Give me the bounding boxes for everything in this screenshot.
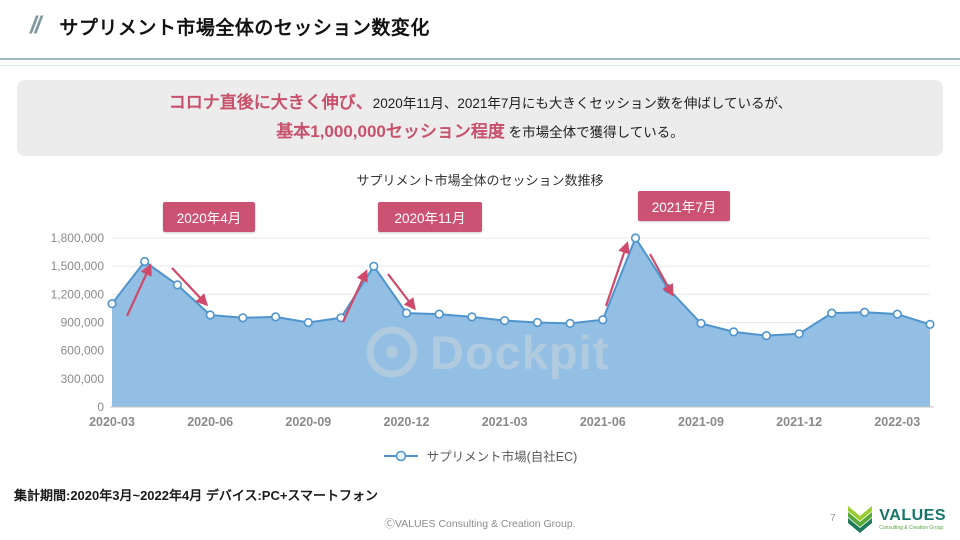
summary-line-1: コロナ直後に大きく伸び、2020年11月、2021年7月にも大きくセッション数を… xyxy=(169,91,791,116)
legend-marker-icon xyxy=(383,450,418,461)
watermark-text: Dockpit xyxy=(430,326,609,379)
values-logo-name: VALUES xyxy=(879,506,946,524)
summary-box: コロナ直後に大きく伸び、2020年11月、2021年7月にも大きくセッション数を… xyxy=(17,80,943,156)
svg-text:600,000: 600,000 xyxy=(61,344,105,358)
svg-text:1,200,000: 1,200,000 xyxy=(51,287,105,301)
svg-text:2021-09: 2021-09 xyxy=(678,415,724,429)
header-divider xyxy=(0,58,960,66)
annotation-2021-07: 2021年7月 xyxy=(638,191,730,221)
summary-line-1-rest: 2020年11月、2021年7月にも大きくセッション数を伸ばしているが、 xyxy=(372,96,792,112)
annotation-2020-11: 2020年11月 xyxy=(378,202,482,232)
svg-text:2022-03: 2022-03 xyxy=(874,415,920,429)
svg-text:2020-03: 2020-03 xyxy=(89,415,135,429)
svg-text:2021-06: 2021-06 xyxy=(580,415,626,429)
summary-line-1-emphasis: コロナ直後に大きく伸び、 xyxy=(168,93,373,113)
data-period-note: 集計期間:2020年3月~2022年4月 デバイス:PC+スマートフォン xyxy=(14,488,379,503)
svg-text:1,500,000: 1,500,000 xyxy=(51,259,105,273)
svg-text:2020-09: 2020-09 xyxy=(285,415,331,429)
summary-line-2-rest: を市場全体で獲得している。 xyxy=(504,125,684,140)
svg-text:300,000: 300,000 xyxy=(61,372,105,386)
svg-text:2021-12: 2021-12 xyxy=(776,415,822,429)
svg-text:0: 0 xyxy=(97,400,104,414)
header: // サプリメント市場全体のセッション数変化 xyxy=(30,12,430,40)
summary-line-2: 基本1,000,000セッション程度 を市場全体で獲得している。 xyxy=(276,120,684,145)
chart-legend: サプリメント市場(自社EC) xyxy=(0,446,960,465)
annotation-2020-04: 2020年4月 xyxy=(163,202,255,232)
legend-label: サプリメント市場(自社EC) xyxy=(426,450,578,464)
page-title: サプリメント市場全体のセッション数変化 xyxy=(59,17,430,39)
svg-text:900,000: 900,000 xyxy=(61,316,105,330)
page-number: 7 xyxy=(830,513,836,524)
svg-text:2020-12: 2020-12 xyxy=(384,415,430,429)
header-slashes-icon: // xyxy=(30,12,41,39)
svg-text:2020-06: 2020-06 xyxy=(187,415,233,429)
values-logo-icon xyxy=(848,506,873,533)
svg-text:1,800,000: 1,800,000 xyxy=(51,231,105,245)
values-logo-text: VALUES Consulting & Creation Group xyxy=(879,506,946,531)
values-logo-subtext: Consulting & Creation Group xyxy=(879,524,944,531)
summary-line-2-emphasis: 基本1,000,000セッション程度 xyxy=(276,122,505,141)
watermark-gear-icon xyxy=(366,326,418,378)
chart-title: サプリメント市場全体のセッション数推移 xyxy=(356,173,604,188)
values-logo: VALUES Consulting & Creation Group xyxy=(847,505,946,533)
copyright: ⒸVALUES Consulting & Creation Group. xyxy=(384,518,576,530)
svg-text:2021-03: 2021-03 xyxy=(482,415,528,429)
